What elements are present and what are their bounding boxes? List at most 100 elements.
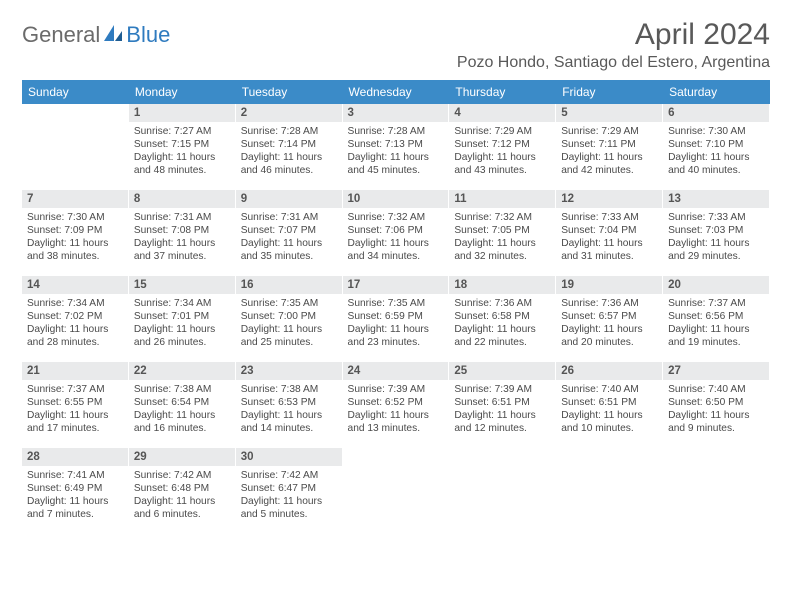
calendar-table: Sunday Monday Tuesday Wednesday Thursday… — [22, 80, 770, 534]
day-detail-line: and 12 minutes. — [454, 422, 551, 435]
day-detail-line: Sunset: 7:13 PM — [348, 138, 445, 151]
calendar-day-cell: 13Sunrise: 7:33 AMSunset: 7:03 PMDayligh… — [663, 190, 770, 276]
day-detail-line: Sunset: 6:49 PM — [27, 482, 124, 495]
day-detail-line: Daylight: 11 hours — [348, 409, 445, 422]
calendar-day-cell: 18Sunrise: 7:36 AMSunset: 6:58 PMDayligh… — [449, 276, 556, 362]
day-detail-line: Daylight: 11 hours — [348, 323, 445, 336]
day-detail-line: Daylight: 11 hours — [134, 495, 231, 508]
day-number: 6 — [663, 104, 770, 122]
day-details: Sunrise: 7:38 AMSunset: 6:53 PMDaylight:… — [236, 380, 343, 440]
day-details: Sunrise: 7:29 AMSunset: 7:11 PMDaylight:… — [556, 122, 663, 182]
day-details: Sunrise: 7:42 AMSunset: 6:47 PMDaylight:… — [236, 466, 343, 526]
calendar-day-cell: 4Sunrise: 7:29 AMSunset: 7:12 PMDaylight… — [449, 104, 556, 190]
day-detail-line: Sunrise: 7:39 AM — [454, 383, 551, 396]
day-detail-line: Sunset: 7:11 PM — [561, 138, 658, 151]
day-detail-line: Sunset: 7:02 PM — [27, 310, 124, 323]
day-number: 19 — [556, 276, 663, 294]
day-detail-line: Sunset: 6:55 PM — [27, 396, 124, 409]
day-detail-line: Sunset: 7:07 PM — [241, 224, 338, 237]
day-detail-line: Sunrise: 7:30 AM — [27, 211, 124, 224]
day-detail-line: and 16 minutes. — [134, 422, 231, 435]
weekday-header: Thursday — [449, 80, 556, 104]
day-number: 22 — [129, 362, 236, 380]
day-details: Sunrise: 7:40 AMSunset: 6:50 PMDaylight:… — [663, 380, 770, 440]
day-details: Sunrise: 7:32 AMSunset: 7:05 PMDaylight:… — [449, 208, 556, 268]
day-detail-line: Daylight: 11 hours — [454, 237, 551, 250]
day-detail-line: Sunset: 7:05 PM — [454, 224, 551, 237]
day-details: Sunrise: 7:27 AMSunset: 7:15 PMDaylight:… — [129, 122, 236, 182]
calendar-day-cell: 16Sunrise: 7:35 AMSunset: 7:00 PMDayligh… — [236, 276, 343, 362]
day-detail-line: Sunrise: 7:39 AM — [348, 383, 445, 396]
day-detail-line: and 20 minutes. — [561, 336, 658, 349]
day-details: Sunrise: 7:41 AMSunset: 6:49 PMDaylight:… — [22, 466, 129, 526]
day-detail-line: Sunrise: 7:30 AM — [668, 125, 765, 138]
day-detail-line: Sunrise: 7:36 AM — [561, 297, 658, 310]
day-number: 30 — [236, 448, 343, 466]
day-detail-line: Sunset: 7:01 PM — [134, 310, 231, 323]
day-detail-line: Daylight: 11 hours — [561, 323, 658, 336]
day-detail-line: Sunrise: 7:32 AM — [348, 211, 445, 224]
logo-text-blue: Blue — [126, 22, 170, 48]
calendar-day-cell: 9Sunrise: 7:31 AMSunset: 7:07 PMDaylight… — [236, 190, 343, 276]
day-number: 3 — [343, 104, 450, 122]
calendar-day-cell: 27Sunrise: 7:40 AMSunset: 6:50 PMDayligh… — [663, 362, 770, 448]
day-detail-line: Daylight: 11 hours — [348, 151, 445, 164]
day-details: Sunrise: 7:39 AMSunset: 6:51 PMDaylight:… — [449, 380, 556, 440]
day-detail-line: and 7 minutes. — [27, 508, 124, 521]
day-details: Sunrise: 7:28 AMSunset: 7:13 PMDaylight:… — [343, 122, 450, 182]
day-details: Sunrise: 7:36 AMSunset: 6:58 PMDaylight:… — [449, 294, 556, 354]
day-detail-line: and 46 minutes. — [241, 164, 338, 177]
weekday-header-row: Sunday Monday Tuesday Wednesday Thursday… — [22, 80, 770, 104]
day-detail-line: Sunset: 6:47 PM — [241, 482, 338, 495]
day-detail-line: Daylight: 11 hours — [134, 409, 231, 422]
day-detail-line: Daylight: 11 hours — [134, 151, 231, 164]
day-detail-line: Daylight: 11 hours — [27, 323, 124, 336]
day-details: Sunrise: 7:37 AMSunset: 6:56 PMDaylight:… — [663, 294, 770, 354]
calendar-day-cell: 15Sunrise: 7:34 AMSunset: 7:01 PMDayligh… — [129, 276, 236, 362]
day-detail-line: Daylight: 11 hours — [241, 495, 338, 508]
day-details: Sunrise: 7:36 AMSunset: 6:57 PMDaylight:… — [556, 294, 663, 354]
day-detail-line: Daylight: 11 hours — [27, 237, 124, 250]
weekday-header: Wednesday — [343, 80, 450, 104]
calendar-day-cell: 10Sunrise: 7:32 AMSunset: 7:06 PMDayligh… — [343, 190, 450, 276]
day-detail-line: and 13 minutes. — [348, 422, 445, 435]
day-detail-line: Sunset: 7:03 PM — [668, 224, 765, 237]
calendar-day-cell: 22Sunrise: 7:38 AMSunset: 6:54 PMDayligh… — [129, 362, 236, 448]
calendar-day-cell: 20Sunrise: 7:37 AMSunset: 6:56 PMDayligh… — [663, 276, 770, 362]
day-detail-line: Sunrise: 7:29 AM — [561, 125, 658, 138]
day-detail-line: Daylight: 11 hours — [668, 151, 765, 164]
calendar-day-cell — [343, 448, 450, 534]
day-detail-line: Daylight: 11 hours — [561, 237, 658, 250]
day-number: 14 — [22, 276, 129, 294]
calendar-week-row: 28Sunrise: 7:41 AMSunset: 6:49 PMDayligh… — [22, 448, 770, 534]
calendar-day-cell: 30Sunrise: 7:42 AMSunset: 6:47 PMDayligh… — [236, 448, 343, 534]
day-number: 2 — [236, 104, 343, 122]
calendar-day-cell: 25Sunrise: 7:39 AMSunset: 6:51 PMDayligh… — [449, 362, 556, 448]
day-detail-line: Daylight: 11 hours — [454, 323, 551, 336]
day-number: 16 — [236, 276, 343, 294]
day-detail-line: Sunrise: 7:34 AM — [27, 297, 124, 310]
day-detail-line: Sunrise: 7:33 AM — [561, 211, 658, 224]
day-detail-line: Sunset: 6:59 PM — [348, 310, 445, 323]
day-detail-line: Sunrise: 7:35 AM — [348, 297, 445, 310]
calendar-day-cell: 3Sunrise: 7:28 AMSunset: 7:13 PMDaylight… — [343, 104, 450, 190]
day-number: 21 — [22, 362, 129, 380]
calendar-day-cell: 7Sunrise: 7:30 AMSunset: 7:09 PMDaylight… — [22, 190, 129, 276]
logo-text-general: General — [22, 22, 100, 48]
day-details: Sunrise: 7:30 AMSunset: 7:09 PMDaylight:… — [22, 208, 129, 268]
day-detail-line: and 26 minutes. — [134, 336, 231, 349]
weekday-header: Saturday — [663, 80, 770, 104]
day-details — [449, 454, 556, 462]
day-detail-line: and 9 minutes. — [668, 422, 765, 435]
day-detail-line: Sunrise: 7:28 AM — [241, 125, 338, 138]
day-detail-line: Daylight: 11 hours — [27, 495, 124, 508]
day-detail-line: Sunset: 6:50 PM — [668, 396, 765, 409]
calendar-week-row: 14Sunrise: 7:34 AMSunset: 7:02 PMDayligh… — [22, 276, 770, 362]
day-details — [663, 454, 770, 462]
day-number: 1 — [129, 104, 236, 122]
title-block: April 2024 Pozo Hondo, Santiago del Este… — [457, 18, 770, 72]
day-details: Sunrise: 7:28 AMSunset: 7:14 PMDaylight:… — [236, 122, 343, 182]
day-detail-line: Sunset: 6:51 PM — [454, 396, 551, 409]
day-detail-line: and 31 minutes. — [561, 250, 658, 263]
weekday-header: Sunday — [22, 80, 129, 104]
